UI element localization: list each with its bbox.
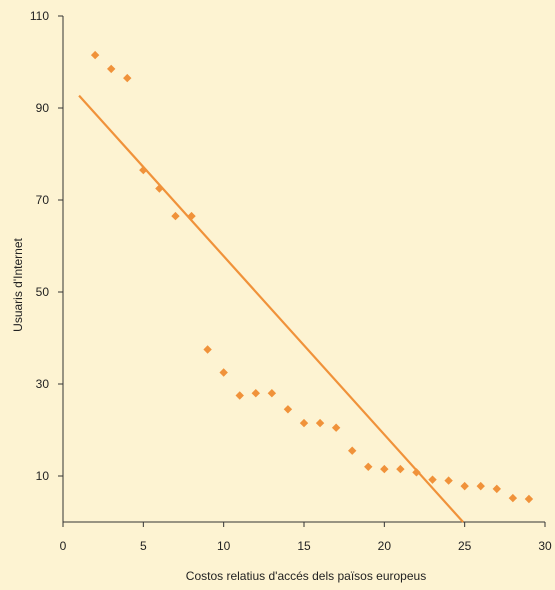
data-point: [267, 389, 277, 398]
data-point: [524, 494, 534, 504]
data-point: [428, 475, 437, 484]
x-tick-label: 5: [140, 539, 147, 553]
data-point: [219, 368, 228, 377]
data-point: [107, 64, 116, 74]
data-point: [396, 464, 405, 474]
data-point: [412, 468, 421, 477]
x-axis-label: Costos relatius d'accés dels països euro…: [186, 569, 426, 583]
trend-line: [78, 94, 464, 523]
data-point: [460, 481, 469, 491]
data-point: [299, 418, 309, 428]
data-point: [90, 50, 100, 60]
data-point: [155, 184, 164, 193]
x-axis-ticks: 0 5 10 15 20 25 30: [60, 522, 552, 553]
y-tick-label: 90: [36, 101, 50, 115]
y-tick-label: 50: [36, 285, 50, 299]
y-tick-label: 30: [36, 377, 50, 391]
data-point: [476, 481, 485, 491]
data-point: [235, 391, 244, 400]
axes: [62, 16, 545, 523]
data-point: [251, 389, 260, 398]
data-point: [283, 405, 293, 414]
x-tick-label: 10: [217, 539, 231, 553]
data-point: [171, 211, 180, 221]
data-point: [139, 165, 148, 175]
x-tick-label: 15: [297, 539, 311, 553]
data-point: [380, 464, 389, 474]
x-tick-label: 20: [378, 539, 392, 553]
data-point: [203, 345, 212, 354]
y-tick-label: 70: [36, 193, 50, 207]
data-points: [90, 50, 534, 504]
y-tick-label: 10: [36, 469, 50, 483]
y-axis-ticks: 10 30 50 70 90 110: [30, 9, 63, 483]
data-point: [123, 73, 132, 83]
x-tick-label: 0: [60, 539, 67, 553]
data-point: [348, 446, 357, 455]
data-point: [315, 418, 325, 428]
data-point: [331, 423, 341, 432]
y-tick-label: 110: [30, 9, 49, 23]
data-point: [187, 211, 196, 221]
x-tick-label: 30: [538, 539, 552, 553]
data-point: [492, 484, 501, 494]
data-point: [364, 462, 373, 471]
data-point: [444, 476, 453, 485]
data-point: [508, 493, 518, 503]
y-axis-label: Usuaris d'Internet: [11, 238, 25, 332]
x-tick-label: 25: [458, 539, 472, 553]
